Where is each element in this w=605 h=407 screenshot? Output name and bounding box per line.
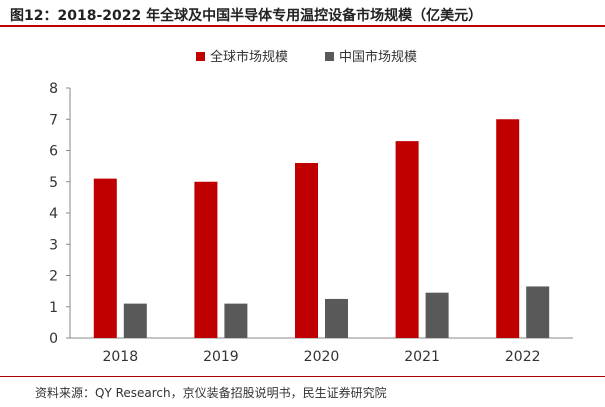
x-axis-labels: 2018 2019 2020 2021 2022	[102, 349, 540, 365]
y-tick-label: 5	[49, 175, 58, 191]
x-tick-label: 2018	[102, 349, 138, 365]
footer: 资料来源：QY Research，京仪装备招股说明书，民生证券研究院	[0, 376, 605, 407]
bar-global-2021	[395, 141, 419, 338]
y-tick-label: 6	[49, 144, 58, 160]
y-tick-label: 3	[49, 237, 58, 253]
y-tick-label: 2	[49, 269, 58, 285]
bar-china-2021	[425, 292, 449, 338]
chart-title: 图12：2018-2022 年全球及中国半导体专用温控设备市场规模（亿美元）	[10, 8, 483, 24]
y-tick-label: 7	[49, 112, 58, 128]
bar-global-2020	[295, 163, 318, 338]
bar-global-2022	[496, 119, 520, 338]
y-tick-label: 8	[49, 81, 58, 97]
y-tick-label: 1	[49, 300, 58, 316]
legend-swatch-china	[325, 52, 334, 61]
bar-china-2020	[325, 298, 348, 338]
bar-china-2018	[123, 303, 147, 338]
legend-label-global: 全球市场规模	[210, 49, 288, 65]
x-tick-label: 2022	[505, 349, 541, 365]
legend: 全球市场规模 中国市场规模	[196, 49, 417, 65]
bar-global-2019	[194, 181, 218, 338]
x-tick-label: 2021	[404, 349, 440, 365]
y-tick-label: 4	[49, 206, 58, 222]
y-axis-ticks: 0 1 2 3 4 5 6 7 8	[49, 81, 70, 347]
bar-global-2018	[93, 178, 117, 338]
x-tick-label: 2020	[304, 349, 340, 365]
x-tick-label: 2019	[203, 349, 239, 365]
source-note: 资料来源：QY Research，京仪装备招股说明书，民生证券研究院	[35, 386, 387, 400]
y-tick-label: 0	[49, 331, 58, 347]
legend-label-china: 中国市场规模	[339, 49, 417, 65]
bars	[93, 119, 550, 338]
bar-china-2019	[224, 303, 248, 338]
title-bar: 图12：2018-2022 年全球及中国半导体专用温控设备市场规模（亿美元）	[0, 0, 605, 27]
legend-swatch-global	[196, 52, 205, 61]
bar-china-2022	[526, 286, 550, 338]
